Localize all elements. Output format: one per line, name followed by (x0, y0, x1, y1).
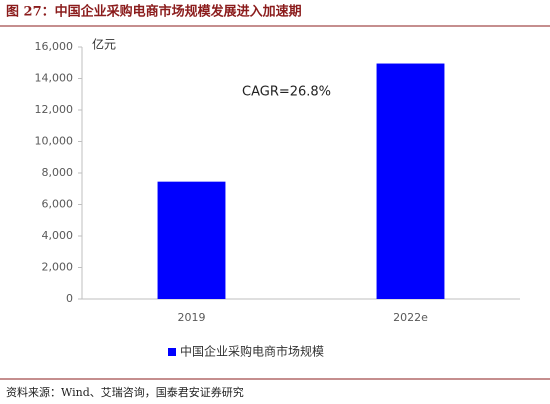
y-tick-label: 6,000 (42, 198, 74, 211)
legend-label: 中国企业采购电商市场规模 (180, 344, 324, 359)
y-tick-label: 2,000 (42, 261, 74, 274)
y-tick-label: 10,000 (35, 135, 74, 148)
bar (376, 63, 445, 299)
y-tick-label: 8,000 (42, 166, 74, 179)
source: 资料来源：Wind、艾瑞咨询，国泰君安证券研究 (6, 385, 244, 399)
y-tick-label: 16,000 (35, 40, 74, 53)
y-tick-label: 14,000 (35, 72, 74, 85)
annotation: CAGR=26.8% (242, 85, 331, 100)
x-tick-label: 2019 (178, 311, 206, 324)
y-tick-label: 4,000 (42, 229, 74, 242)
bar (157, 181, 226, 299)
legend-swatch (168, 348, 176, 356)
unit-label: 亿元 (92, 37, 116, 52)
chart-title: 图 27：中国企业采购电商市场规模发展进入加速期 (6, 4, 302, 20)
x-tick-label: 2022e (393, 311, 428, 324)
y-tick-label: 0 (66, 292, 73, 305)
y-tick-label: 12,000 (35, 103, 74, 116)
